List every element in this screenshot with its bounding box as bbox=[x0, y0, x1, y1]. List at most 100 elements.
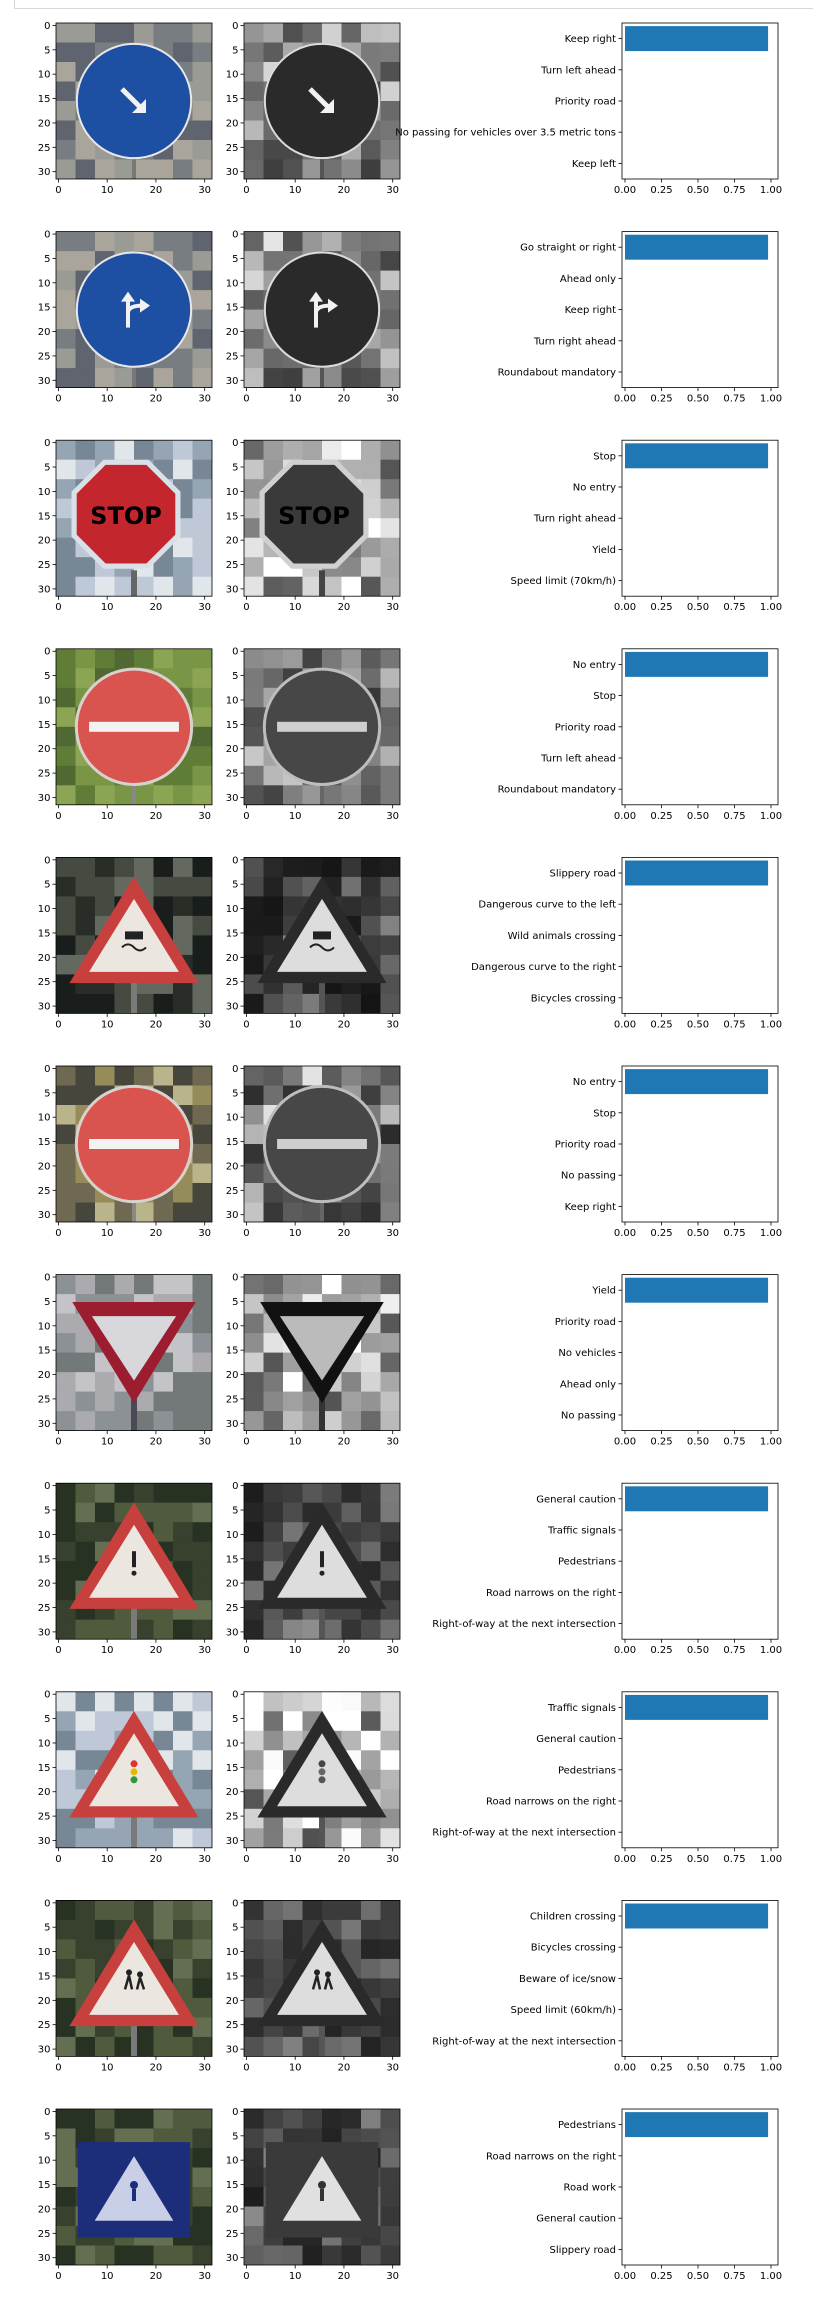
no-entry-bar bbox=[277, 721, 367, 732]
image-x-tick-label: 20 bbox=[338, 1019, 351, 1030]
color-image bbox=[56, 648, 212, 805]
probability-bar-chart: Slippery road Dangerous curve to the left… bbox=[471, 857, 782, 1030]
class-label: No passing bbox=[561, 1171, 616, 1182]
image-y-tick-label: 30 bbox=[226, 1836, 239, 1847]
image-x-tick-label: 20 bbox=[338, 1437, 351, 1448]
image-y-tick-label: 25 bbox=[226, 1394, 239, 1405]
pedestrian-icon bbox=[320, 2189, 324, 2201]
traffic-light-icon bbox=[318, 1776, 326, 1784]
image-y-tick-label: 5 bbox=[232, 1506, 238, 1517]
class-label: Ahead only bbox=[560, 274, 616, 285]
children-icon bbox=[137, 1971, 143, 1978]
traffic-light-icon bbox=[130, 1768, 138, 1776]
color-image bbox=[56, 23, 212, 179]
image-frame bbox=[243, 1482, 401, 1640]
image-y-tick-label: 5 bbox=[44, 880, 50, 891]
grayscale-image bbox=[244, 23, 400, 179]
image-y-tick-label: 10 bbox=[38, 278, 51, 289]
traffic-light-icon bbox=[130, 1760, 138, 1768]
probability-bar-chart: Stop No entry Turn right ahead Yield Speed l… bbox=[511, 439, 782, 613]
image-y-tick-label: 20 bbox=[226, 118, 239, 129]
class-label: Keep right bbox=[565, 1202, 616, 1213]
sign-post bbox=[320, 153, 324, 179]
bar-x-tick-label: 0.75 bbox=[723, 1019, 745, 1030]
image-y-tick-label: 20 bbox=[38, 1996, 51, 2007]
image-y-tick-label: 30 bbox=[226, 167, 239, 178]
probability-bar bbox=[625, 860, 769, 886]
image-x-tick-label: 10 bbox=[289, 1854, 302, 1865]
image-frame bbox=[243, 1691, 401, 1849]
arrow-icon bbox=[308, 87, 332, 111]
prediction-row-8: 0 5 10 15 20 25 30 0 10 20 30 0 5 10 15 20 25 30 0 10 20 30 Ge… bbox=[38, 1481, 782, 1656]
grayscale-image bbox=[244, 648, 400, 805]
image-y-tick-label: 30 bbox=[38, 793, 51, 804]
image-y-tick-label: 10 bbox=[226, 1321, 239, 1332]
image-y-tick-label: 15 bbox=[226, 1554, 239, 1565]
image-y-tick-label: 10 bbox=[38, 1113, 51, 1124]
class-label: Priority road bbox=[555, 1317, 616, 1328]
image-y-tick-label: 10 bbox=[226, 1738, 239, 1749]
image-x-tick-label: 20 bbox=[338, 394, 351, 405]
color-image-panel: 0 5 10 15 20 25 30 0 10 20 30 bbox=[38, 647, 213, 822]
image-x-tick-label: 10 bbox=[101, 185, 114, 196]
probability-bar bbox=[625, 1903, 769, 1929]
bar-x-tick-label: 0.75 bbox=[723, 811, 745, 822]
image-x-tick-label: 20 bbox=[150, 1228, 163, 1239]
sign-post bbox=[131, 1803, 137, 1848]
image-y-tick-label: 25 bbox=[226, 769, 239, 780]
class-label: Dangerous curve to the left bbox=[478, 900, 616, 911]
image-y-tick-label: 0 bbox=[44, 230, 50, 241]
bar-x-tick-label: 0.25 bbox=[650, 2271, 672, 2282]
image-y-tick-label: 10 bbox=[38, 1321, 51, 1332]
image-frame bbox=[55, 1691, 213, 1849]
image-x-tick-label: 30 bbox=[386, 1019, 399, 1030]
bar-x-tick-label: 0.50 bbox=[687, 1854, 709, 1865]
image-y-tick-label: 10 bbox=[226, 487, 239, 498]
image-y-tick-label: 25 bbox=[38, 769, 51, 780]
probability-bar bbox=[625, 1694, 769, 1720]
image-x-tick-label: 0 bbox=[243, 2271, 249, 2282]
bar-x-tick-label: 0.25 bbox=[650, 811, 672, 822]
image-y-tick-label: 30 bbox=[226, 1210, 239, 1221]
bar-chart-frame bbox=[621, 1482, 779, 1640]
image-y-tick-label: 10 bbox=[38, 1947, 51, 1958]
image-y-tick-label: 10 bbox=[38, 904, 51, 915]
class-label: General caution bbox=[536, 2214, 616, 2225]
sign-face bbox=[76, 464, 176, 564]
probability-bar bbox=[625, 651, 769, 677]
image-y-tick-label: 0 bbox=[44, 2107, 50, 2118]
image-x-tick-label: 20 bbox=[338, 602, 351, 613]
image-y-tick-label: 0 bbox=[232, 647, 238, 658]
pedestrian-icon bbox=[318, 2181, 326, 2189]
image-y-tick-label: 30 bbox=[38, 2045, 51, 2056]
sign-face bbox=[264, 464, 364, 564]
arrow-icon bbox=[120, 87, 144, 111]
sign-post bbox=[319, 2012, 325, 2057]
probability-bar-chart: Keep right Turn left ahead Priority road No… bbox=[395, 22, 782, 196]
image-y-tick-label: 5 bbox=[44, 463, 50, 474]
image-y-tick-label: 0 bbox=[232, 855, 238, 866]
image-y-tick-label: 25 bbox=[226, 143, 239, 154]
children-icon bbox=[126, 1969, 132, 1976]
image-y-tick-label: 25 bbox=[38, 143, 51, 154]
bar-chart-frame bbox=[621, 648, 779, 806]
image-y-tick-label: 15 bbox=[226, 928, 239, 939]
image-y-tick-label: 5 bbox=[44, 1088, 50, 1099]
image-y-tick-label: 0 bbox=[232, 438, 238, 449]
image-y-tick-label: 30 bbox=[38, 1002, 51, 1013]
image-y-tick-label: 30 bbox=[226, 2045, 239, 2056]
grayscale-image-panel: 0 5 10 15 20 25 30 0 10 20 30 bbox=[226, 230, 401, 405]
class-label: Speed limit (60km/h) bbox=[511, 2005, 617, 2016]
prediction-row-3: STOP 0 5 10 15 20 25 30 0 10 20 30 STOP 0 5 10 15 20 25 30 0… bbox=[38, 438, 782, 613]
image-y-tick-label: 25 bbox=[38, 351, 51, 362]
image-y-tick-label: 0 bbox=[232, 1898, 238, 1909]
arrow-head-icon bbox=[320, 99, 334, 113]
image-x-tick-label: 30 bbox=[198, 185, 211, 196]
class-label: Road narrows on the right bbox=[486, 1588, 616, 1599]
image-y-tick-label: 0 bbox=[232, 230, 238, 241]
image-frame bbox=[243, 648, 401, 806]
image-x-tick-label: 30 bbox=[198, 1228, 211, 1239]
image-x-tick-label: 20 bbox=[150, 394, 163, 405]
grayscale-image bbox=[244, 1483, 400, 1640]
grayscale-image-panel: 0 5 10 15 20 25 30 0 10 20 30 bbox=[226, 1064, 401, 1239]
